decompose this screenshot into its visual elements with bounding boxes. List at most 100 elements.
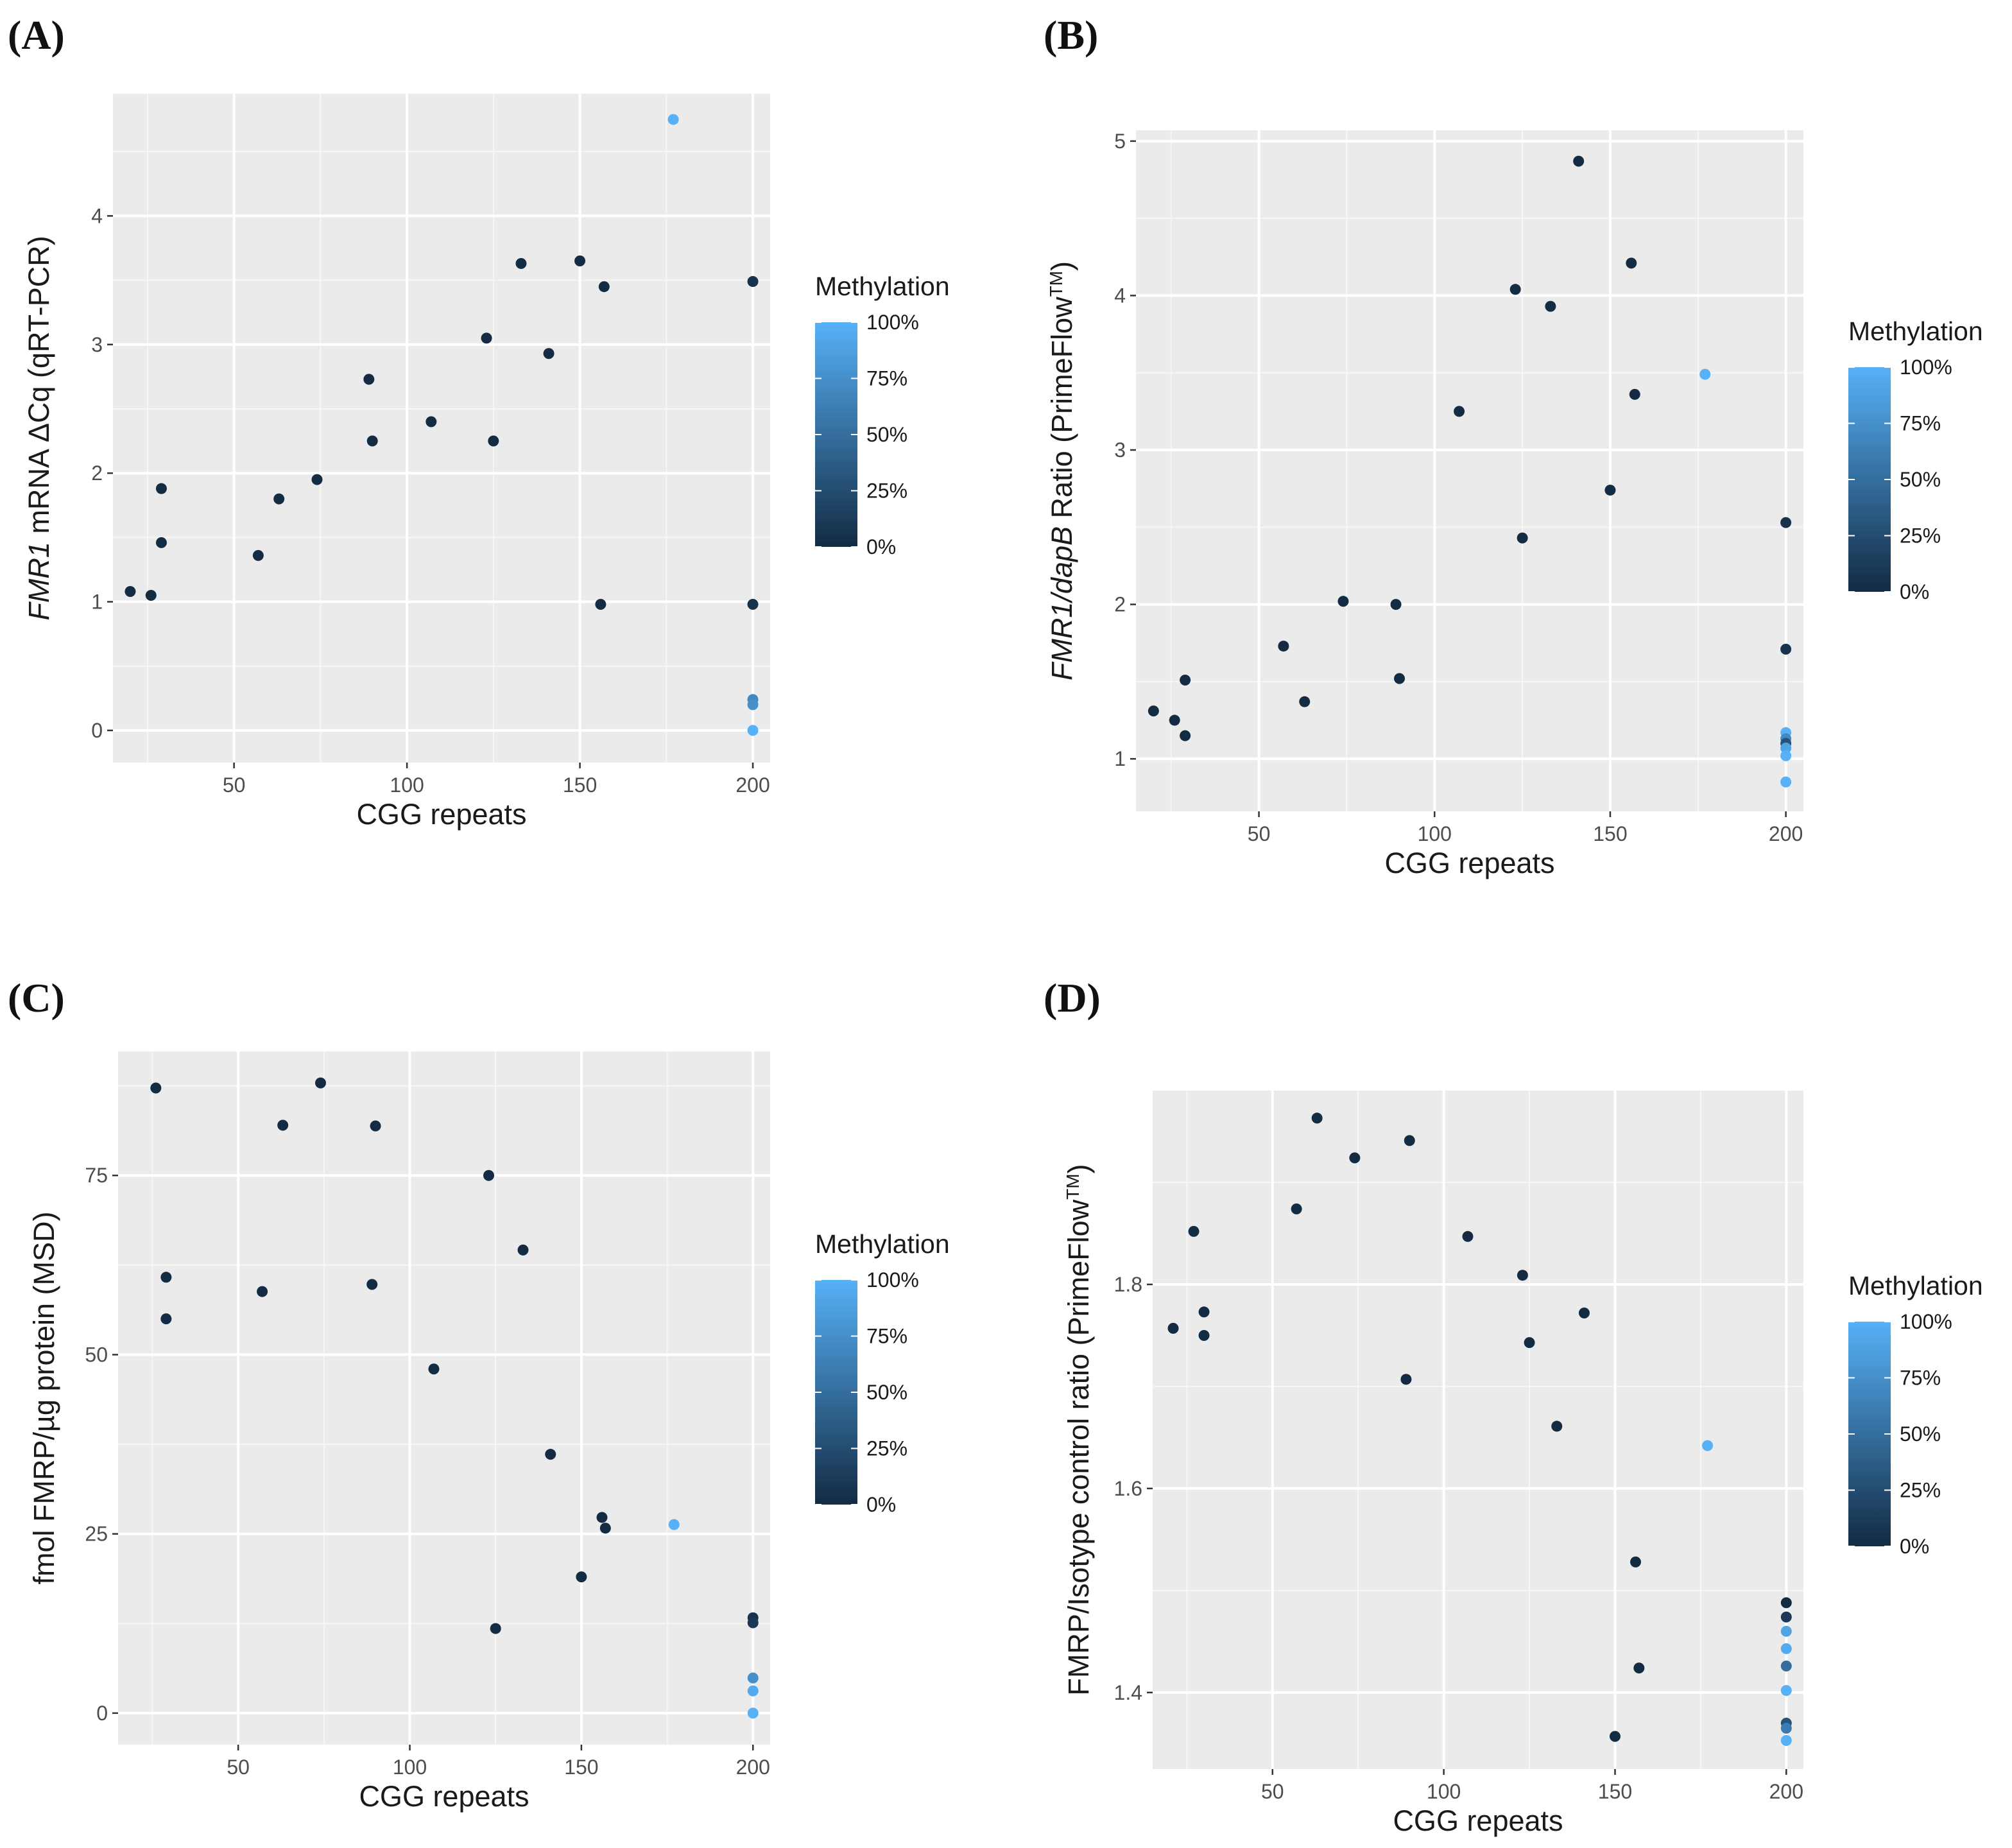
data-point	[747, 699, 759, 711]
data-point	[574, 255, 586, 266]
legend-label: 50%	[1900, 468, 1941, 491]
y-axis-title-superscript: TM	[1046, 271, 1066, 297]
data-point	[1699, 368, 1711, 380]
y-axis-title-text: fmol FMRP/µg protein (MSD)	[28, 1211, 60, 1584]
data-point	[1337, 596, 1349, 607]
data-point	[1311, 1112, 1323, 1124]
data-point	[1780, 1597, 1792, 1609]
legend-colorbar	[815, 322, 857, 547]
data-point	[1780, 1685, 1792, 1697]
data-point	[545, 1449, 556, 1460]
x-tick-label: 200	[736, 1756, 770, 1779]
x-tick-label: 50	[227, 1756, 250, 1779]
data-point	[1780, 1643, 1792, 1654]
data-point	[1524, 1337, 1535, 1349]
legend-label: 0%	[866, 1493, 896, 1516]
legend-label: 50%	[866, 1381, 907, 1404]
x-tick-label: 100	[1418, 822, 1452, 845]
y-axis-title-text: mRNA ΔCq (qRT-PCR)	[22, 236, 55, 542]
y-axis-title-superscript: TM	[1063, 1173, 1083, 1199]
panel-b: (B) 50 100 150 200 1 2 3 4 5 CGG repeats FMR1/dapB …	[1044, 12, 1983, 879]
y-axis-title-italic: FMR1	[22, 542, 55, 621]
legend-colorbar	[1848, 367, 1891, 592]
data-point	[1780, 1722, 1792, 1734]
data-point	[1400, 1374, 1412, 1385]
x-tick-label: 150	[1593, 822, 1627, 845]
y-tick-label: 2	[1114, 593, 1126, 616]
data-point	[1780, 643, 1792, 655]
data-point	[1462, 1231, 1474, 1242]
legend-label: 75%	[866, 1325, 907, 1348]
legend-label: 25%	[1900, 1479, 1941, 1502]
data-point	[1604, 485, 1616, 496]
data-point	[1780, 742, 1792, 754]
data-point	[1517, 1270, 1528, 1281]
x-axis-title: CGG repeats	[356, 798, 526, 831]
methylation-legend: Methylation 100% 75% 50% 25% 0%	[1848, 316, 1983, 603]
data-point	[1780, 750, 1792, 761]
data-point	[1167, 1322, 1179, 1334]
x-axis-title: CGG repeats	[1393, 1804, 1563, 1837]
data-point	[1278, 641, 1289, 652]
data-point	[363, 374, 375, 385]
data-point	[1780, 776, 1792, 788]
panel-c: (C) 50 100 150 200 0 25 50 75 CGG repeats fmol FMR…	[8, 975, 950, 1813]
data-point	[1702, 1440, 1714, 1451]
legend-label: 0%	[866, 535, 896, 558]
data-point	[1299, 696, 1311, 707]
data-point	[257, 1286, 268, 1297]
y-tick-label: 4	[91, 204, 103, 227]
data-point	[1609, 1731, 1621, 1742]
data-point	[543, 348, 555, 359]
y-axis-title-italic: FMR1/dapB	[1045, 526, 1078, 680]
y-tick-label: 0	[96, 1702, 108, 1725]
data-point	[667, 114, 679, 125]
data-point	[1629, 1556, 1641, 1567]
data-point	[1180, 674, 1191, 686]
data-point	[1626, 257, 1637, 269]
data-point	[366, 435, 378, 447]
methylation-legend: Methylation 100% 75% 50% 25% 0%	[815, 1229, 950, 1516]
data-point	[1629, 388, 1640, 400]
data-point	[599, 1523, 611, 1534]
y-tick-label: 4	[1114, 284, 1126, 307]
data-point	[747, 1672, 759, 1684]
data-point	[747, 1685, 759, 1697]
x-tick-label: 50	[1248, 822, 1271, 845]
methylation-legend: Methylation 100% 75% 50% 25% 0%	[1848, 1271, 1983, 1558]
y-axis-title: FMR1 mRNA ΔCq (qRT-PCR)	[22, 236, 55, 620]
plot-background	[113, 94, 770, 763]
y-tick-label: 1.6	[1114, 1477, 1142, 1500]
data-point	[1188, 1225, 1199, 1237]
y-tick-label: 3	[91, 333, 103, 356]
data-point	[314, 1077, 326, 1089]
data-point	[1404, 1135, 1415, 1146]
x-tick-label: 200	[1769, 822, 1803, 845]
y-tick-label: 0	[91, 719, 103, 742]
data-point	[426, 416, 437, 427]
y-tick-label: 2	[91, 462, 103, 485]
legend-label: 100%	[1900, 1310, 1952, 1333]
data-point	[155, 537, 167, 548]
data-point	[747, 599, 759, 610]
y-tick-label: 75	[85, 1164, 108, 1187]
y-tick-label: 1.8	[1114, 1273, 1142, 1296]
panel-a: (A) 50 100 150 200 0 1 2 3 4 CGG repeats FMR1 mRNA …	[8, 12, 950, 831]
x-tick-label: 100	[1427, 1780, 1461, 1803]
panel-d: (D) 50 100 150 200 1.4 1.6 1.8 CGG repeats FMRP/I…	[1044, 975, 1983, 1837]
y-tick-label: 1	[1114, 747, 1126, 770]
data-point	[1198, 1329, 1210, 1341]
data-point	[596, 1512, 608, 1523]
y-tick-label: 1.4	[1114, 1681, 1142, 1704]
data-point	[481, 332, 492, 344]
x-tick-label: 100	[393, 1756, 427, 1779]
data-point	[1578, 1308, 1590, 1319]
data-point	[1573, 155, 1585, 167]
data-point	[598, 281, 610, 293]
x-axis-title: CGG repeats	[1384, 847, 1554, 879]
plot-background	[1136, 130, 1803, 811]
plot-background	[1153, 1091, 1803, 1769]
data-point	[125, 585, 136, 597]
data-point	[488, 435, 499, 447]
